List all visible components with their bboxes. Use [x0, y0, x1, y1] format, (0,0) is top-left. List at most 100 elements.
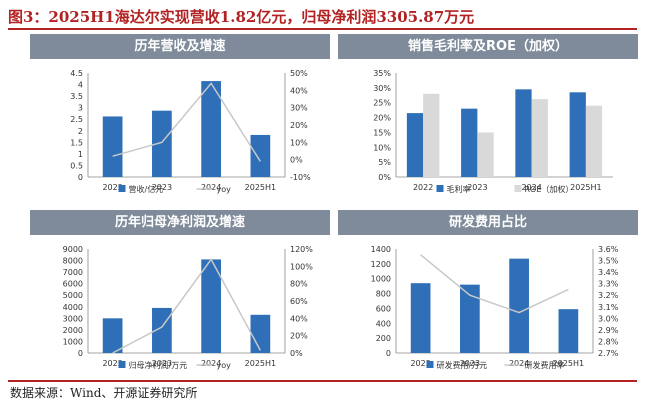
x-tick-label: 2023	[467, 183, 487, 192]
panel-title-profit: 历年归母净利润及增速	[30, 210, 330, 235]
bar-primary	[509, 258, 529, 353]
series-line	[112, 82, 262, 162]
left-tick-label: 0	[386, 349, 391, 358]
figure-title: 图3：2025H1海达尔实现营收1.82亿元，归母净利润3305.87万元	[8, 8, 475, 26]
left-tick-label: 2.5	[70, 115, 83, 124]
x-tick-label: 2024	[201, 183, 221, 192]
right-tick-label: 3.3%	[598, 280, 619, 289]
left-tick-label: 1	[78, 150, 83, 159]
x-tick-label: 2025H1	[553, 359, 584, 368]
bar-primary	[201, 259, 221, 353]
left-tick-label: 0%	[378, 173, 391, 182]
left-tick-label: 8000	[63, 257, 83, 266]
bar-primary	[152, 110, 172, 177]
left-tick-label: 9000	[63, 245, 83, 254]
right-tick-label: 60%	[290, 297, 308, 306]
legend-bar-swatch	[118, 185, 126, 192]
panel-revenue: 历年营收及增速 0 0.5 1 1.5 2 2.5 3 3.5 4 4.5 -10% 0% 10% 20%…	[30, 34, 330, 199]
right-tick-label: 120%	[290, 245, 313, 254]
left-tick-label: 600	[376, 304, 391, 313]
left-tick-label: 3.5	[70, 92, 83, 101]
chart-profit: 0 1000 2000 3000 4000 5000 6000 7000 8000 9000 0% 2…	[63, 245, 314, 370]
left-tick-label: 20%	[373, 114, 391, 123]
right-tick-label: 3.5%	[598, 257, 619, 266]
bar-primary	[102, 116, 123, 177]
right-tick-label: 30%	[290, 104, 308, 113]
bar-primary	[410, 283, 431, 353]
bar-secondary	[423, 93, 440, 177]
legend-label: ROE（加权）	[525, 184, 574, 194]
right-tick-label: 0%	[290, 349, 303, 358]
legend-label: 研发费用率	[525, 360, 565, 370]
x-tick-label: 2024	[201, 359, 221, 368]
left-tick-label: 2000	[63, 326, 83, 335]
right-tick-label: 3.6%	[598, 245, 619, 254]
x-tick-label: 2024	[509, 359, 529, 368]
bar-primary	[461, 108, 478, 177]
legend-label: yoy	[217, 361, 232, 370]
right-tick-label: 20%	[290, 121, 308, 130]
panel-margin: 销售毛利率及ROE（加权） 0% 5% 10% 15% 20% 25% 30% 35% 2022…	[338, 34, 638, 199]
x-tick-label: 2023	[152, 359, 172, 368]
left-tick-label: 4000	[63, 303, 83, 312]
left-tick-label: 4	[78, 81, 83, 90]
x-tick-label: 2024	[521, 183, 541, 192]
left-tick-label: 7000	[63, 268, 83, 277]
right-tick-label: 40%	[290, 86, 308, 95]
x-tick-label: 2025H1	[245, 359, 276, 368]
right-tick-label: 3.0%	[598, 314, 619, 323]
right-tick-label: 3.1%	[598, 303, 619, 312]
right-tick-label: 40%	[290, 314, 308, 323]
x-tick-label: 2022	[410, 359, 430, 368]
x-tick-label: 2023	[152, 183, 172, 192]
series-line	[112, 257, 262, 354]
bar-primary	[102, 318, 123, 353]
left-tick-label: 35%	[373, 69, 391, 78]
legend-label: 营收/亿元	[129, 184, 164, 194]
left-tick-label: 2	[78, 127, 83, 136]
legend-bar-swatch	[436, 185, 444, 192]
right-tick-label: 50%	[290, 69, 308, 78]
right-tick-label: 0%	[290, 156, 303, 165]
bar-primary	[406, 113, 424, 177]
right-tick-label: 10%	[290, 138, 308, 147]
left-tick-label: 1200	[371, 260, 391, 269]
panel-title-revenue: 历年营收及增速	[30, 34, 330, 59]
legend-label: 研发费用/万元	[437, 360, 488, 370]
legend-bar-swatch	[118, 361, 126, 368]
chart-revenue: 0 0.5 1 1.5 2 2.5 3 3.5 4 4.5 -10% 0% 10% 20% 30% 40% 50…	[70, 69, 311, 194]
chart-margin: 0% 5% 10% 15% 20% 25% 30% 35% 2022 2023 2024 2025H1…	[373, 69, 613, 194]
left-tick-label: 5%	[378, 158, 391, 167]
bar-secondary	[531, 99, 548, 177]
panel-profit: 历年归母净利润及增速 0 1000 2000 3000 4000 5000 6000 7000…	[30, 210, 330, 375]
left-tick-label: 800	[376, 290, 391, 299]
x-tick-label: 2025H1	[245, 183, 276, 192]
bar-primary	[250, 314, 271, 353]
bar-secondary	[585, 105, 603, 177]
left-tick-label: 1.5	[70, 138, 83, 147]
x-tick-label: 2023	[460, 359, 480, 368]
left-tick-label: 1000	[371, 275, 391, 284]
left-tick-label: 15%	[373, 128, 391, 137]
right-tick-label: 2.7%	[598, 349, 619, 358]
left-tick-label: 0.5	[70, 161, 83, 170]
right-tick-label: 3.2%	[598, 291, 619, 300]
x-tick-label: 2022	[102, 359, 122, 368]
right-tick-label: 2.8%	[598, 337, 619, 346]
series-line	[420, 254, 569, 314]
left-tick-label: 400	[376, 319, 391, 328]
right-tick-label: 3.4%	[598, 268, 619, 277]
left-tick-label: 5000	[63, 291, 83, 300]
bar-primary	[515, 89, 532, 177]
left-tick-label: 0	[78, 173, 83, 182]
chart-rd: 0 200 400 600 800 1000 1200 1400 2.7% 2.8% 2.9% 3.0…	[371, 245, 619, 370]
bar-primary	[201, 81, 221, 177]
title-rule	[8, 28, 637, 30]
panel-rd: 研发费用占比 0 200 400 600 800 1000 1200 1400 2.7% 2.8%…	[338, 210, 638, 375]
panel-title-rd: 研发费用占比	[338, 210, 638, 235]
bar-primary	[250, 134, 271, 177]
legend-label: yoy	[217, 185, 232, 194]
bar-primary	[558, 309, 579, 353]
legend-bar-swatch	[514, 185, 522, 192]
right-tick-label: 100%	[290, 262, 313, 271]
